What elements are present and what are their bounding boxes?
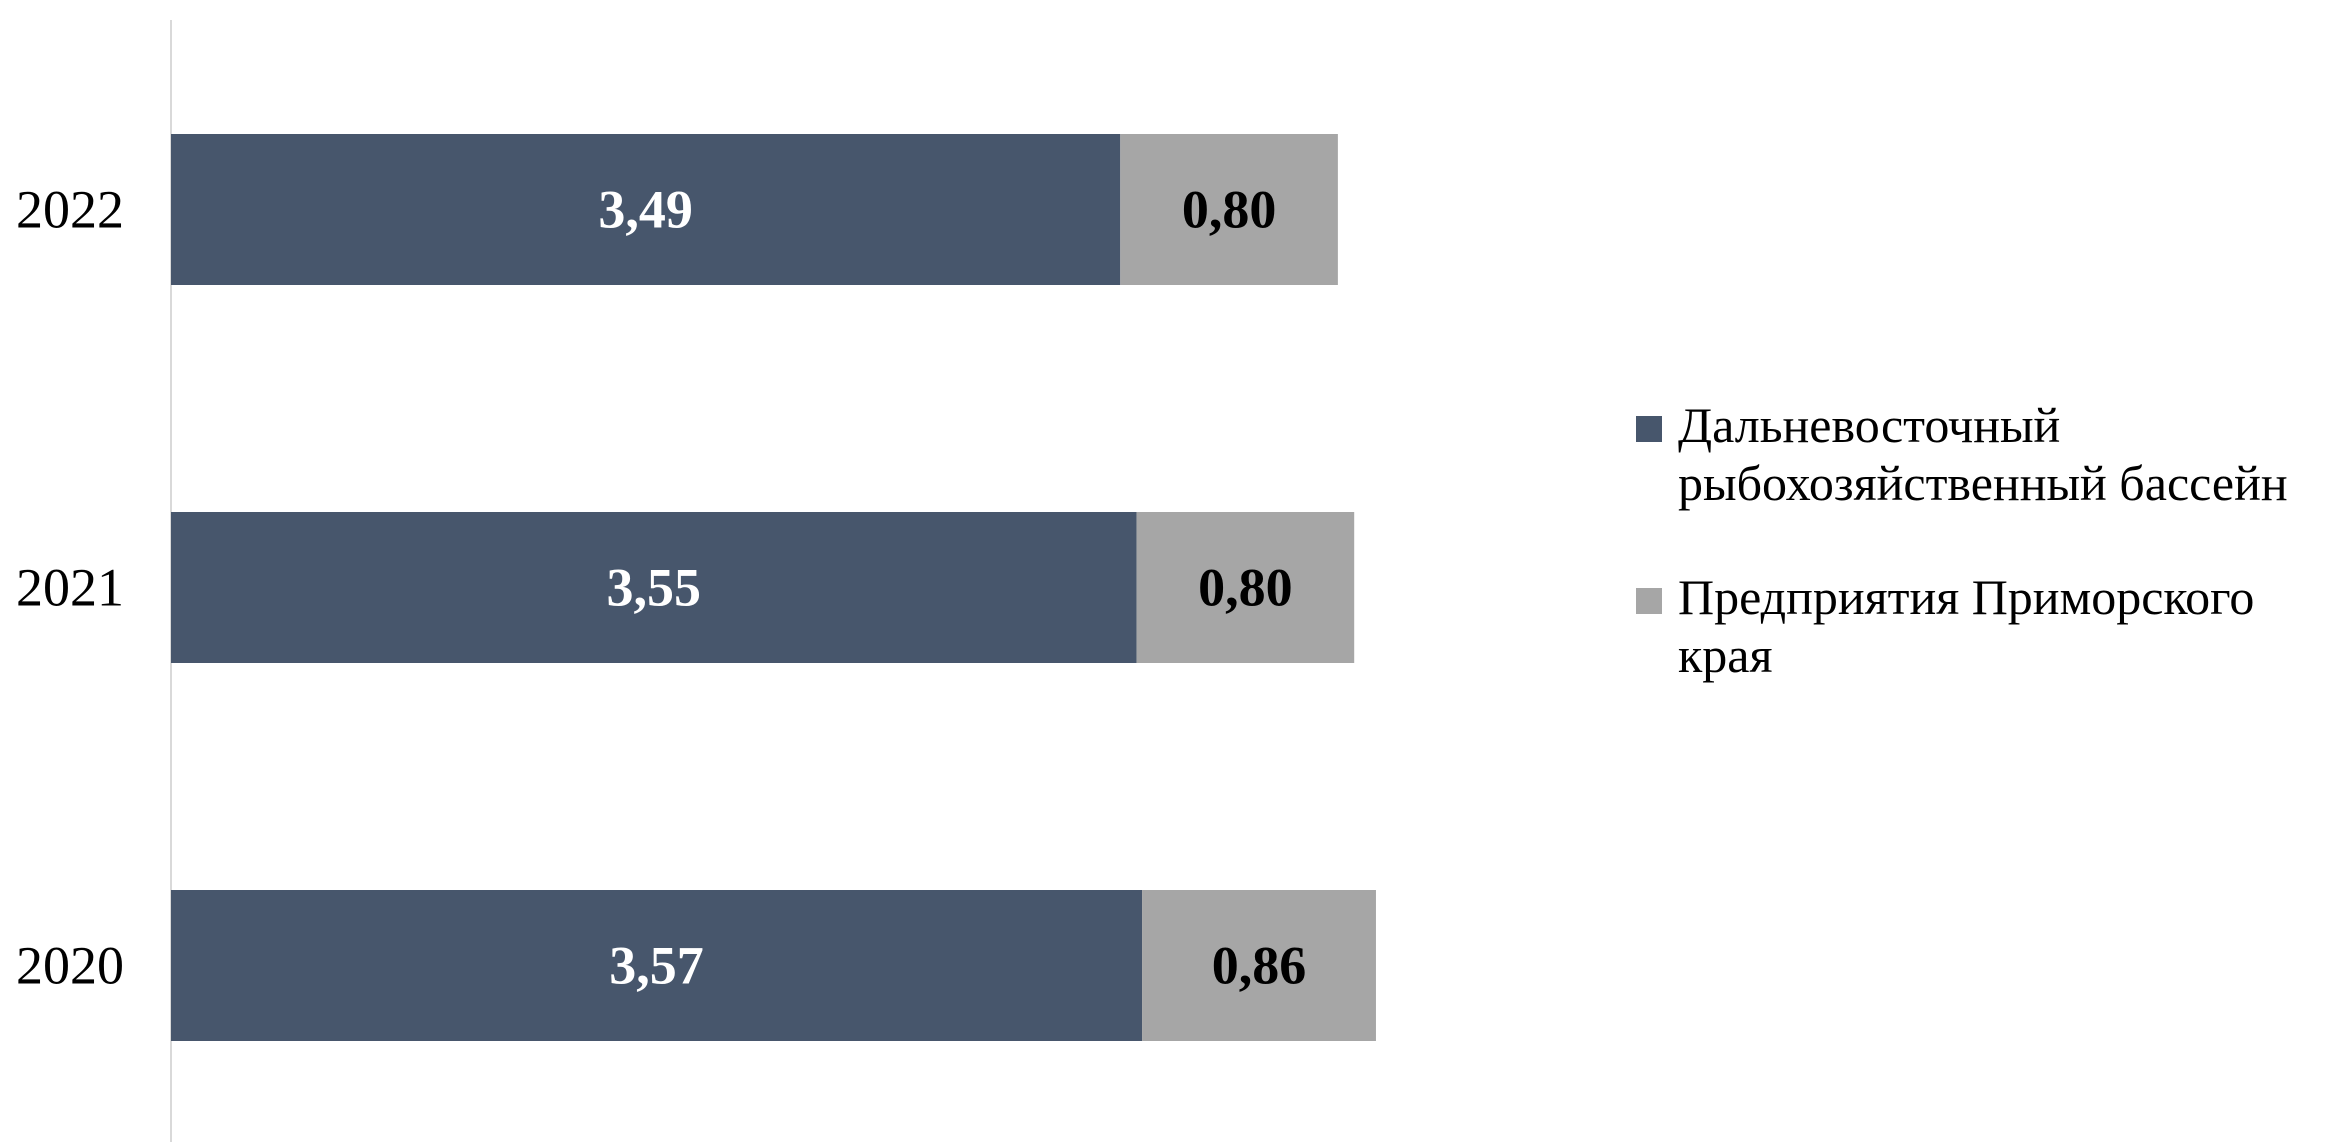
legend-item-far-east-basin: Дальневосточный рыбохозяйственный бассей… [1636, 396, 2326, 512]
legend-swatch-far-east-basin [1636, 416, 1662, 442]
legend-swatch-primorsky-enterprises [1636, 588, 1662, 614]
bar-2020-series-2 [1142, 890, 1376, 1041]
data-label-2020-series-1: 3,57 [609, 936, 704, 996]
category-label-2022: 2022 [16, 180, 124, 240]
data-label-2022-series-1: 3,49 [598, 180, 693, 240]
bars-group: 3,49 0,80 3,55 0,80 3,57 0,86 [171, 134, 1376, 1041]
bar-2022-series-1 [171, 134, 1121, 285]
legend: Дальневосточный рыбохозяйственный бассей… [1636, 396, 2326, 684]
legend-label-far-east-basin: Дальневосточный рыбохозяйственный бассей… [1678, 397, 2288, 511]
data-label-2020-series-2: 0,86 [1212, 936, 1307, 996]
data-label-2021-series-2: 0,80 [1198, 558, 1293, 618]
bar-2021-series-2 [1136, 512, 1355, 663]
bar-2022-series-2 [1120, 134, 1338, 285]
category-label-2020: 2020 [16, 936, 124, 996]
category-label-2021: 2021 [16, 558, 124, 618]
bar-2020-series-1 [171, 890, 1143, 1041]
data-label-2022-series-2: 0,80 [1182, 180, 1277, 240]
legend-label-primorsky-enterprises: Предприятия Приморского края [1678, 569, 2255, 683]
legend-item-primorsky-enterprises: Предприятия Приморского края [1636, 568, 2326, 684]
data-label-2021-series-1: 3,55 [607, 558, 702, 618]
bar-2021-series-1 [171, 512, 1137, 663]
category-labels-group: 2022 2021 2020 [16, 180, 124, 996]
